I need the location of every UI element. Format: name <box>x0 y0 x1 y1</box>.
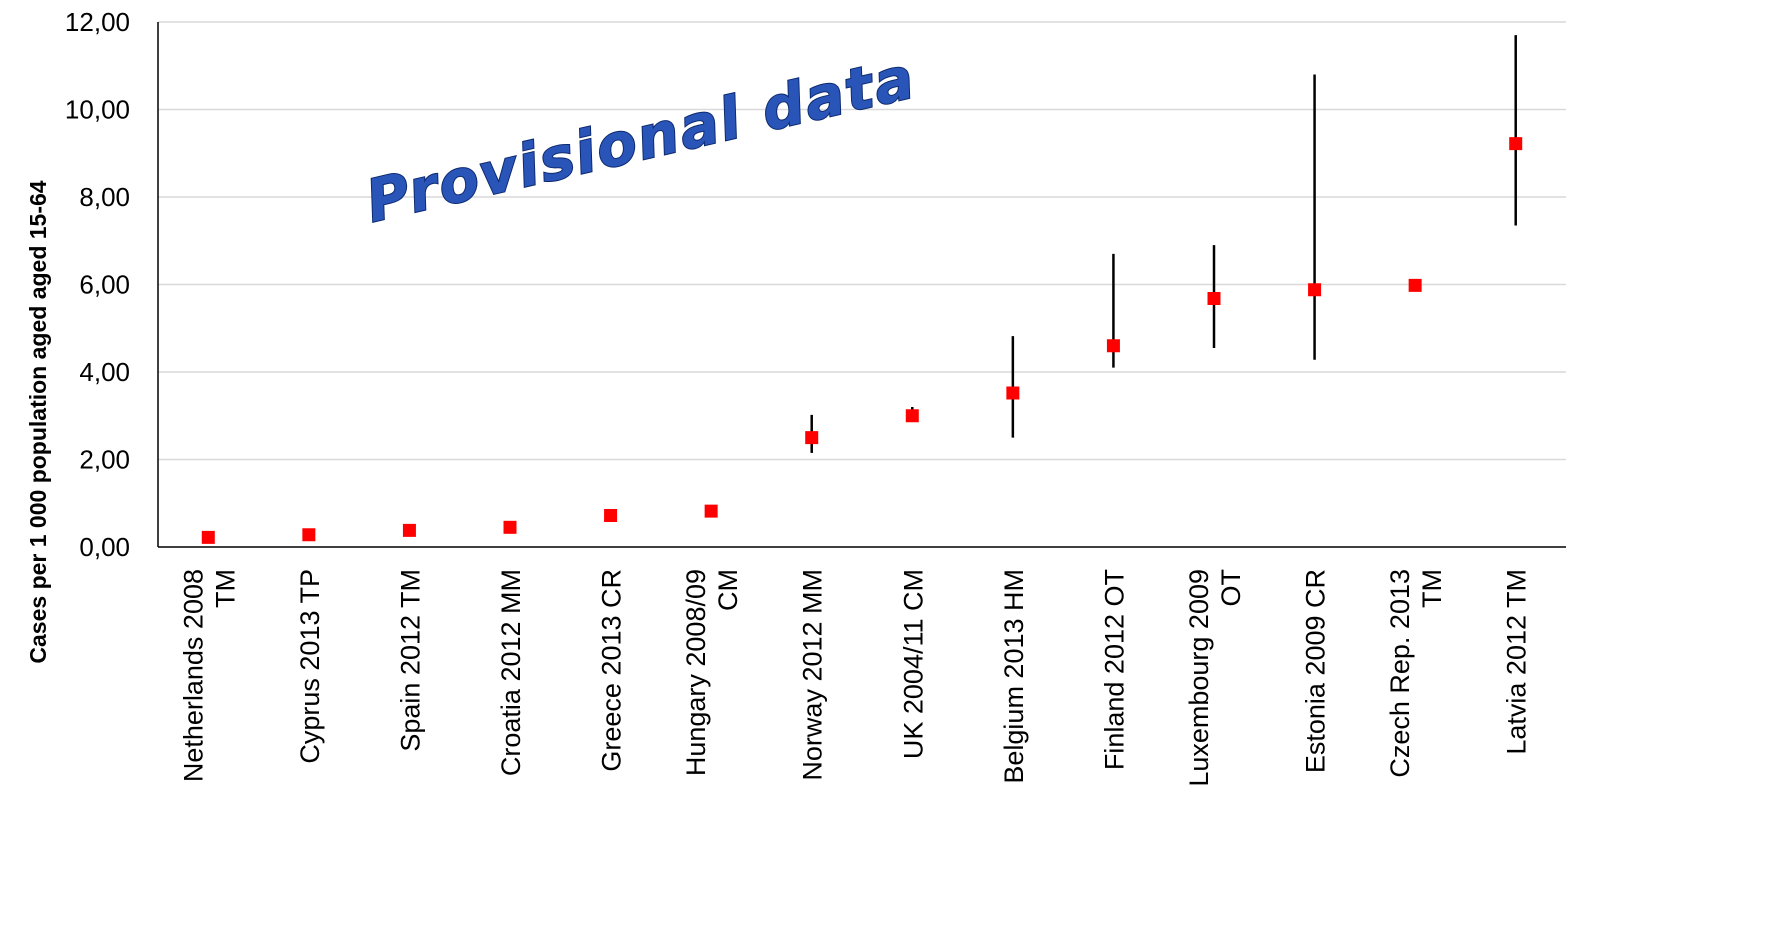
data-point <box>503 520 517 534</box>
y-tick-label: 2,00 <box>79 445 130 475</box>
data-point <box>1106 339 1120 353</box>
x-tick-label: Greece 2013 CR <box>597 569 627 772</box>
data-point <box>402 523 416 537</box>
x-tick-label: Cyprus 2013 TP <box>295 569 325 764</box>
data-point <box>201 530 215 544</box>
data-point <box>805 431 819 445</box>
data-points <box>201 137 1523 544</box>
data-point <box>1509 137 1523 151</box>
x-tick-label: Croatia 2012 MM <box>496 569 526 776</box>
x-tick-label: Luxembourg 2009 <box>1184 569 1214 787</box>
x-tick-label: Latvia 2012 TM <box>1502 569 1532 755</box>
grid-lines <box>158 21 1566 461</box>
x-tick-label: Finland 2012 OT <box>1099 569 1129 770</box>
x-tick-label: Hungary 2008/09 <box>681 569 711 776</box>
x-tick-label: Norway 2012 MM <box>798 569 828 781</box>
provisional-data-annotation: Provisional data <box>360 43 922 235</box>
data-point <box>1006 386 1020 400</box>
y-tick-label: 6,00 <box>79 270 130 300</box>
data-point <box>1308 283 1322 297</box>
x-tick-labels: Netherlands 2008 TM Cyprus 2013 TP Spain 20… <box>178 569 1531 787</box>
x-tick-label: OT <box>1216 569 1246 607</box>
y-tick-label: 8,00 <box>79 182 130 212</box>
x-tick-label: TM <box>1417 569 1447 608</box>
y-tick-labels: 0,00 2,00 4,00 6,00 8,00 10,00 12,00 <box>65 7 130 562</box>
x-tick-label: CM <box>713 569 743 611</box>
data-point <box>905 409 919 423</box>
y-tick-label: 0,00 <box>79 532 130 562</box>
data-point <box>302 528 316 542</box>
axes <box>157 22 1566 548</box>
x-tick-label: Netherlands 2008 <box>178 569 208 782</box>
x-tick-label: Spain 2012 TM <box>395 569 425 752</box>
data-point <box>1408 278 1422 292</box>
x-tick-label: UK 2004/11 CM <box>898 569 928 759</box>
x-tick-label: Belgium 2013 HM <box>999 569 1029 784</box>
data-point <box>704 504 718 518</box>
x-tick-label: Czech Rep. 2013 <box>1385 569 1415 778</box>
y-axis-label: Cases per 1 000 population aged aged 15-… <box>25 180 51 663</box>
x-tick-label: TM <box>210 569 240 608</box>
y-tick-label: 12,00 <box>65 7 130 37</box>
x-tick-label: Estonia 2009 CR <box>1301 569 1331 773</box>
y-tick-label: 4,00 <box>79 357 130 387</box>
y-tick-label: 10,00 <box>65 95 130 125</box>
data-point <box>604 509 618 522</box>
data-point <box>1207 292 1221 305</box>
